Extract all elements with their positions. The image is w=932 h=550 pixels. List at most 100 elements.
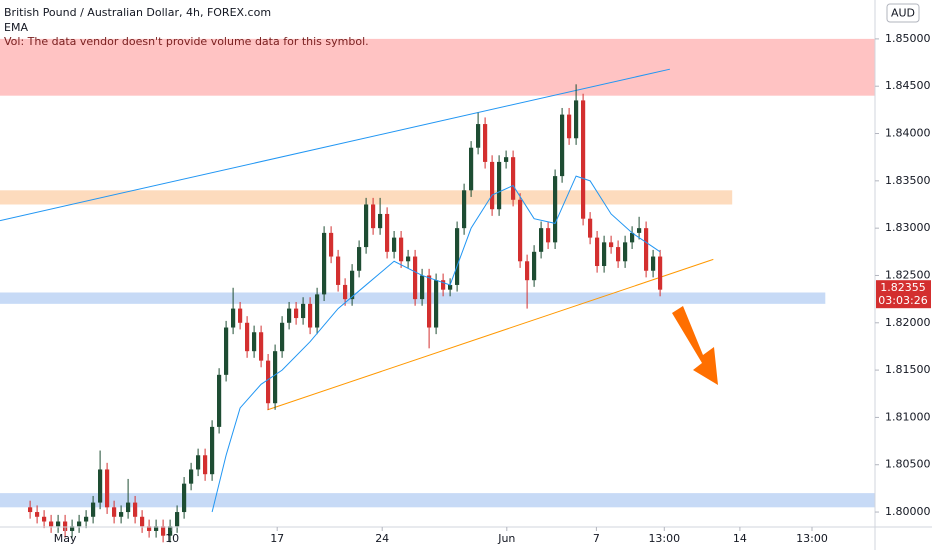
candle-body [595,237,600,267]
candle-body [168,526,173,536]
candle-body [266,360,271,404]
candle-body [70,526,75,531]
candle-body [357,247,362,271]
candle-body [511,157,516,200]
candle-body [308,303,313,328]
candle-body [448,284,453,290]
countdown: 03:03:26 [878,294,927,307]
candle-body [231,308,236,328]
x-tick-label: 7 [593,532,600,545]
candle-body [315,294,320,328]
candle-body [504,157,509,162]
candle-body [252,332,257,352]
candle-body [238,308,243,323]
x-tick-label: 13:00 [648,532,680,545]
candle-body [119,512,124,517]
x-tick-label: 17 [270,532,284,545]
candle-body [126,502,131,513]
candle-body [196,455,201,470]
ema-line [211,175,661,513]
candle-body [56,521,61,527]
candle-body [49,521,54,527]
currency[interactable]: AUD [891,7,915,20]
candle-body [364,204,369,248]
candle-body [462,190,467,229]
candle-body [147,526,152,531]
candle-body [63,521,68,531]
candle-body [329,232,334,257]
x-tick-label: Jun [497,532,515,545]
candle-body [189,469,194,484]
candle-body [91,502,96,517]
candle-body [567,114,572,139]
candle-body [294,308,299,319]
x-tick-label: May [54,532,77,545]
candle-body [539,228,544,252]
candle-body [469,147,474,191]
candle-body [217,374,222,427]
candle-body [616,247,621,262]
candle-body [420,275,425,300]
candle-body [154,526,159,531]
candle-body [553,176,558,243]
y-tick-label: 1.81000 [885,410,931,423]
last-price: 1.82355 [880,281,926,294]
candle-body [441,280,446,290]
candle-body [161,526,166,536]
plot-area [0,38,875,543]
candle-body [98,469,103,503]
candle-body [280,322,285,352]
chart-title: British Pound / Australian Dollar, 4h, F… [4,6,271,19]
candle-body [637,228,642,233]
candle-body [28,507,33,513]
currency-button[interactable] [886,3,920,23]
y-tick-label: 1.81500 [885,363,931,376]
candle-body [245,322,250,352]
y-tick-label: 1.83500 [885,174,931,187]
candle-body [476,124,481,148]
candle-body [84,516,89,522]
candle-body [336,256,341,285]
candle-body [658,256,663,290]
zone [0,190,733,205]
candle-body [112,507,117,517]
y-tick-label: 1.82500 [885,268,931,281]
candle-body [392,237,397,252]
x-tick-label: 24 [375,532,389,545]
candle-body [532,251,537,281]
candle-body [273,351,278,404]
candle-body [427,275,432,328]
candle-body [182,483,187,513]
candle-body [399,237,404,262]
indicator-label: EMA [4,21,28,34]
candle-body [322,232,327,295]
y-tick-label: 1.80500 [885,458,931,471]
candle-body [413,256,418,300]
candle-body [210,426,215,475]
candle-body [140,516,145,527]
zone [0,493,875,508]
x-tick-label: 13:00 [796,532,828,545]
candle-body [406,256,411,262]
candle-body [133,502,138,517]
candle-body [609,242,614,248]
y-tick-label: 1.80000 [885,505,931,518]
candle-body [581,100,586,219]
candle-body [77,521,82,527]
candle-body [287,308,292,323]
candle-body [644,228,649,271]
y-tick-label: 1.84000 [885,127,931,140]
candle-body [651,256,656,271]
y-tick-label: 1.85000 [885,32,931,45]
zone [0,292,826,304]
trendline [0,68,671,222]
candle-body [301,303,306,319]
candle-body [350,270,355,300]
candle-body [546,228,551,243]
candle-body [630,232,635,243]
candle-body [497,161,502,210]
candle-body [385,213,390,252]
candle-body [224,327,229,375]
zone [0,38,875,96]
